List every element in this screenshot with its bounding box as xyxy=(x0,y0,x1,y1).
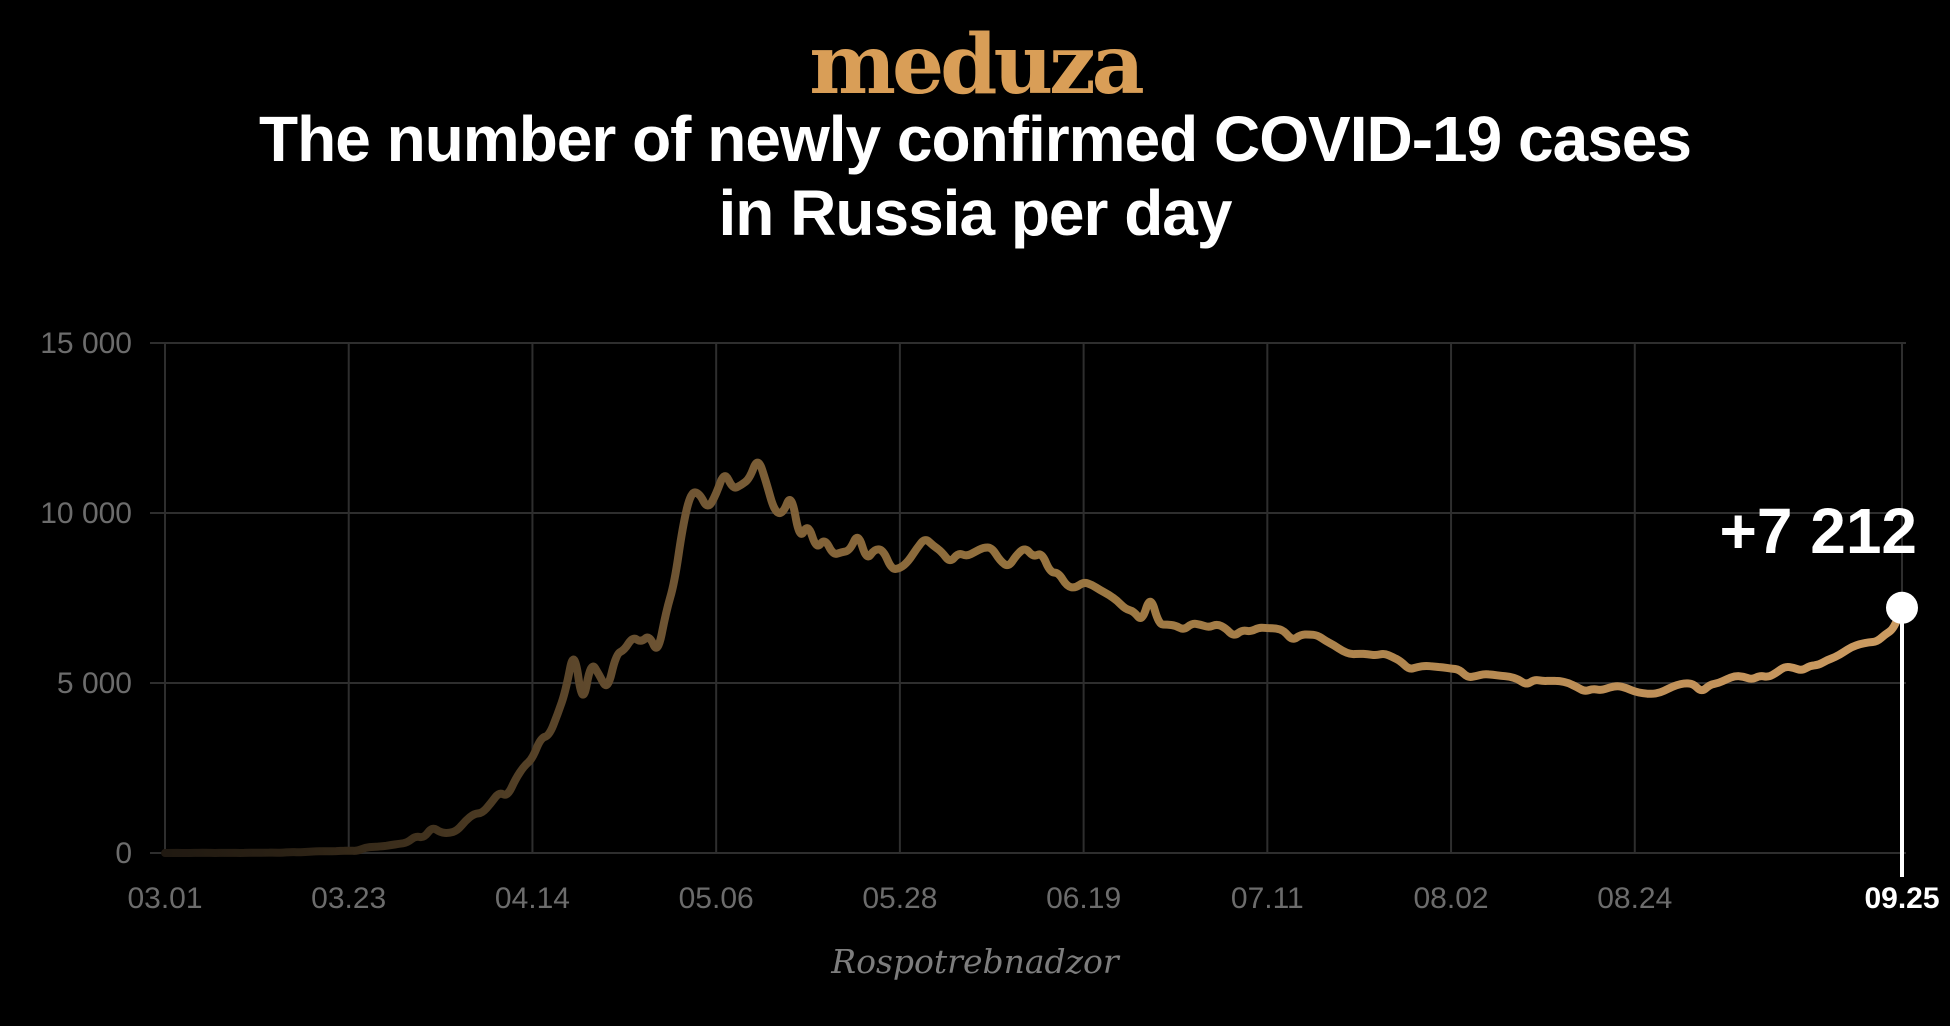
x-axis-label-04.14: 04.14 xyxy=(495,882,570,915)
daily-cases-line xyxy=(161,458,1906,857)
chart-title-line-2: in Russia per day xyxy=(718,177,1233,250)
meduza-logo: meduza xyxy=(809,17,1145,113)
x-axis-label-09.25: 09.25 xyxy=(1864,882,1939,915)
y-axis-label-5000: 5 000 xyxy=(57,667,132,700)
latest-value-marker xyxy=(1886,591,1918,624)
y-axis-label-0: 0 xyxy=(115,837,132,870)
x-axis-label-08.02: 08.02 xyxy=(1414,882,1489,915)
y-axis-label-10000: 10 000 xyxy=(40,497,132,530)
y-axis-label-15000: 15 000 xyxy=(40,327,132,360)
x-axis-label-08.24: 08.24 xyxy=(1597,882,1672,915)
x-axis-label-03.01: 03.01 xyxy=(127,882,202,915)
x-axis-label-06.19: 06.19 xyxy=(1046,882,1121,915)
x-axis-label-03.23: 03.23 xyxy=(311,882,386,915)
source-attribution: Rospotrebnadzor xyxy=(831,942,1119,981)
x-axis-label-05.06: 05.06 xyxy=(679,882,754,915)
chart-title: The number of newly confirmed COVID-19 c… xyxy=(0,102,1950,250)
x-axis-label-05.28: 05.28 xyxy=(862,882,937,915)
latest-value-label: +7 212 xyxy=(1719,495,1917,567)
chart-title-line-1: The number of newly confirmed COVID-19 c… xyxy=(259,103,1692,175)
x-axis-label-07.11: 07.11 xyxy=(1231,882,1304,915)
